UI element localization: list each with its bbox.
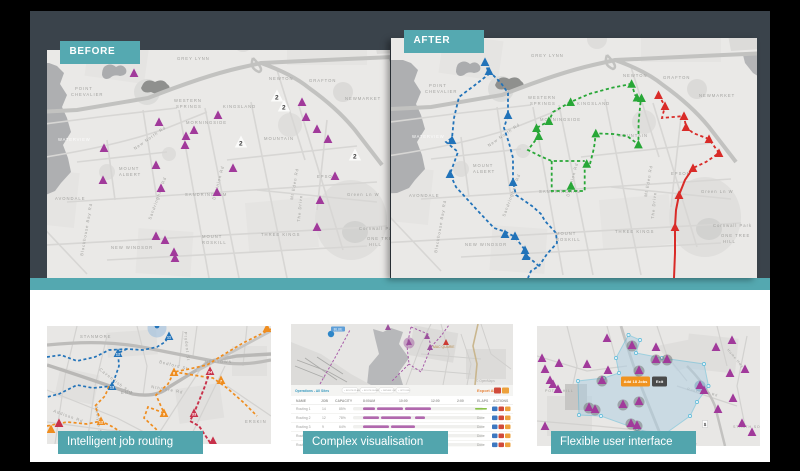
svg-text:2: 2 [353, 154, 357, 161]
svg-text:7: 7 [220, 379, 223, 384]
svg-text:13: 13 [110, 385, 115, 390]
svg-text:CAPACITY: CAPACITY [335, 399, 353, 403]
svg-text:2: 2 [275, 95, 279, 102]
svg-text:MAC QUARIE: MAC QUARIE [433, 345, 455, 349]
svg-text:8: 8 [173, 371, 176, 376]
svg-text:Export All: Export All [477, 388, 496, 393]
svg-text:78%: 78% [339, 416, 346, 420]
svg-text:Prydent St: Prydent St [183, 332, 191, 362]
svg-text:9: 9 [163, 412, 166, 417]
svg-text:9: 9 [322, 425, 324, 429]
svg-text:12: 12 [99, 420, 104, 425]
svg-text:STRATH SOUTH: STRATH SOUTH [733, 425, 760, 429]
svg-text:Done: Done [477, 434, 485, 438]
svg-text:Nthmore Rd: Nthmore Rd [151, 384, 184, 395]
svg-text:2: 2 [239, 141, 243, 148]
svg-text:Routing 1: Routing 1 [296, 407, 311, 411]
svg-text:12: 12 [322, 416, 326, 420]
svg-text:14: 14 [322, 407, 326, 411]
svg-text:+ ROUTE SUMM: + ROUTE SUMM [362, 390, 379, 392]
svg-text:Operations - All Sites: Operations - All Sites [295, 389, 329, 393]
svg-text:8:00AM: 8:00AM [363, 399, 375, 403]
svg-text:Done: Done [477, 425, 485, 429]
svg-text:Exit: Exit [656, 379, 664, 384]
svg-text:Routing 2: Routing 2 [296, 416, 311, 420]
svg-text:NEWTOWN: NEWTOWN [205, 360, 232, 364]
svg-text:ELAPS: ELAPS [477, 399, 489, 403]
svg-text:85%: 85% [339, 407, 346, 411]
svg-text:33: 33 [192, 412, 197, 417]
svg-text:BLUE: BLUE [334, 327, 344, 331]
svg-text:Done: Done [477, 443, 485, 447]
svg-text:12: 12 [116, 352, 121, 357]
svg-text:2: 2 [282, 105, 286, 112]
svg-text:10:00: 10:00 [399, 399, 408, 403]
svg-text:$: $ [704, 422, 707, 427]
svg-text:NAME: NAME [296, 399, 307, 403]
svg-text:12:00: 12:00 [431, 399, 440, 403]
svg-text:Wemyss St: Wemyss St [94, 405, 103, 436]
svg-text:64%: 64% [339, 425, 346, 429]
svg-text:11: 11 [167, 335, 172, 340]
svg-text:ACTIONS: ACTIONS [493, 399, 509, 403]
svg-text:© OpenMaps: © OpenMaps [476, 379, 495, 383]
svg-text:+ DRIVER LIST: + DRIVER LIST [381, 390, 397, 392]
svg-text:ERSKIN: ERSKIN [245, 419, 267, 424]
svg-text:Routing 3: Routing 3 [296, 425, 311, 429]
svg-text:Done: Done [477, 416, 485, 420]
svg-text:Add 18 Jobs: Add 18 Jobs [624, 379, 649, 384]
svg-text:+ OPTIONS: + OPTIONS [398, 390, 410, 392]
svg-text:STANMORE: STANMORE [80, 334, 111, 339]
svg-text:+ ROUTE PLAN: + ROUTE PLAN [344, 389, 360, 392]
svg-text:JOB: JOB [321, 399, 329, 403]
svg-text:2:00: 2:00 [457, 399, 464, 403]
svg-text:34: 34 [208, 370, 213, 375]
svg-text:ENM: ENM [121, 390, 133, 395]
